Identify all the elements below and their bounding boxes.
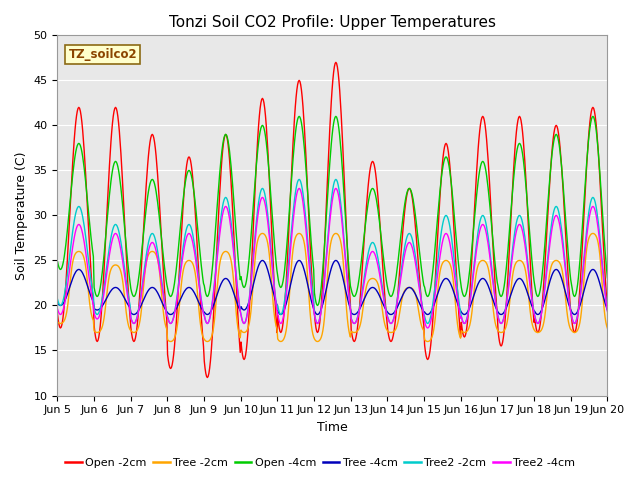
Tree -4cm <box>130 312 138 317</box>
Line: Tree2 -2cm: Tree2 -2cm <box>58 180 607 324</box>
Open -2cm <box>120 206 128 212</box>
Tree -4cm <box>120 294 128 300</box>
Y-axis label: Soil Temperature (C): Soil Temperature (C) <box>15 151 28 280</box>
Tree2 -4cm <box>400 255 408 261</box>
Tree -2cm <box>295 230 303 236</box>
Open -4cm <box>314 302 321 308</box>
Tree -2cm <box>604 325 611 331</box>
Tree2 -2cm <box>54 296 61 302</box>
Open -4cm <box>604 275 611 281</box>
Tree2 -4cm <box>205 319 212 324</box>
Tree2 -2cm <box>604 308 611 313</box>
Open -4cm <box>176 230 184 236</box>
Tree2 -2cm <box>120 261 128 266</box>
Open -4cm <box>63 228 71 233</box>
Tree2 -4cm <box>424 325 431 331</box>
Tree2 -2cm <box>295 177 303 182</box>
Open -4cm <box>417 260 424 266</box>
Tree2 -4cm <box>176 276 184 281</box>
Title: Tonzi Soil CO2 Profile: Upper Temperatures: Tonzi Soil CO2 Profile: Upper Temperatur… <box>169 15 496 30</box>
Tree -2cm <box>176 298 184 304</box>
Line: Open -4cm: Open -4cm <box>58 116 607 305</box>
Tree2 -4cm <box>63 284 71 289</box>
X-axis label: Time: Time <box>317 421 348 434</box>
Tree -4cm <box>417 303 424 309</box>
Tree -2cm <box>205 338 212 344</box>
Tree -4cm <box>206 310 214 316</box>
Legend: Open -2cm, Tree -2cm, Open -4cm, Tree -4cm, Tree2 -2cm, Tree2 -4cm: Open -2cm, Tree -2cm, Open -4cm, Tree -4… <box>61 453 579 472</box>
Tree2 -4cm <box>120 268 128 274</box>
Open -2cm <box>604 306 611 312</box>
Tree -4cm <box>401 288 408 294</box>
Tree2 -2cm <box>177 264 184 270</box>
Open -2cm <box>417 291 424 297</box>
Tree -2cm <box>63 305 71 311</box>
Tree -2cm <box>120 288 128 294</box>
Tree2 -4cm <box>604 309 611 314</box>
Tree -2cm <box>417 320 424 326</box>
Open -4cm <box>54 258 61 264</box>
Line: Open -2cm: Open -2cm <box>58 62 607 377</box>
Tree -2cm <box>54 319 61 324</box>
Tree2 -2cm <box>401 244 408 250</box>
Open -2cm <box>63 257 71 263</box>
Tree2 -4cm <box>54 306 61 312</box>
Tree2 -2cm <box>63 272 71 278</box>
Tree -2cm <box>401 288 408 293</box>
Open -2cm <box>206 365 214 371</box>
Open -2cm <box>332 60 340 65</box>
Tree2 -2cm <box>206 316 214 322</box>
Open -2cm <box>54 311 61 316</box>
Text: TZ_soilco2: TZ_soilco2 <box>68 48 137 61</box>
Tree2 -4cm <box>295 186 303 192</box>
Open -2cm <box>204 374 211 380</box>
Open -4cm <box>205 291 212 297</box>
Line: Tree -2cm: Tree -2cm <box>58 233 607 341</box>
Line: Tree2 -4cm: Tree2 -4cm <box>58 189 607 328</box>
Tree -2cm <box>277 338 285 344</box>
Tree2 -2cm <box>417 293 424 299</box>
Open -4cm <box>401 201 408 207</box>
Tree -4cm <box>604 307 611 312</box>
Open -2cm <box>401 208 408 214</box>
Tree2 -4cm <box>416 290 424 296</box>
Tree -4cm <box>63 291 71 297</box>
Open -4cm <box>120 217 128 223</box>
Open -2cm <box>176 260 184 265</box>
Tree -4cm <box>54 300 61 306</box>
Line: Tree -4cm: Tree -4cm <box>58 261 607 314</box>
Tree -4cm <box>259 258 266 264</box>
Open -4cm <box>295 113 303 119</box>
Tree2 -2cm <box>130 321 138 326</box>
Tree -4cm <box>177 296 184 302</box>
